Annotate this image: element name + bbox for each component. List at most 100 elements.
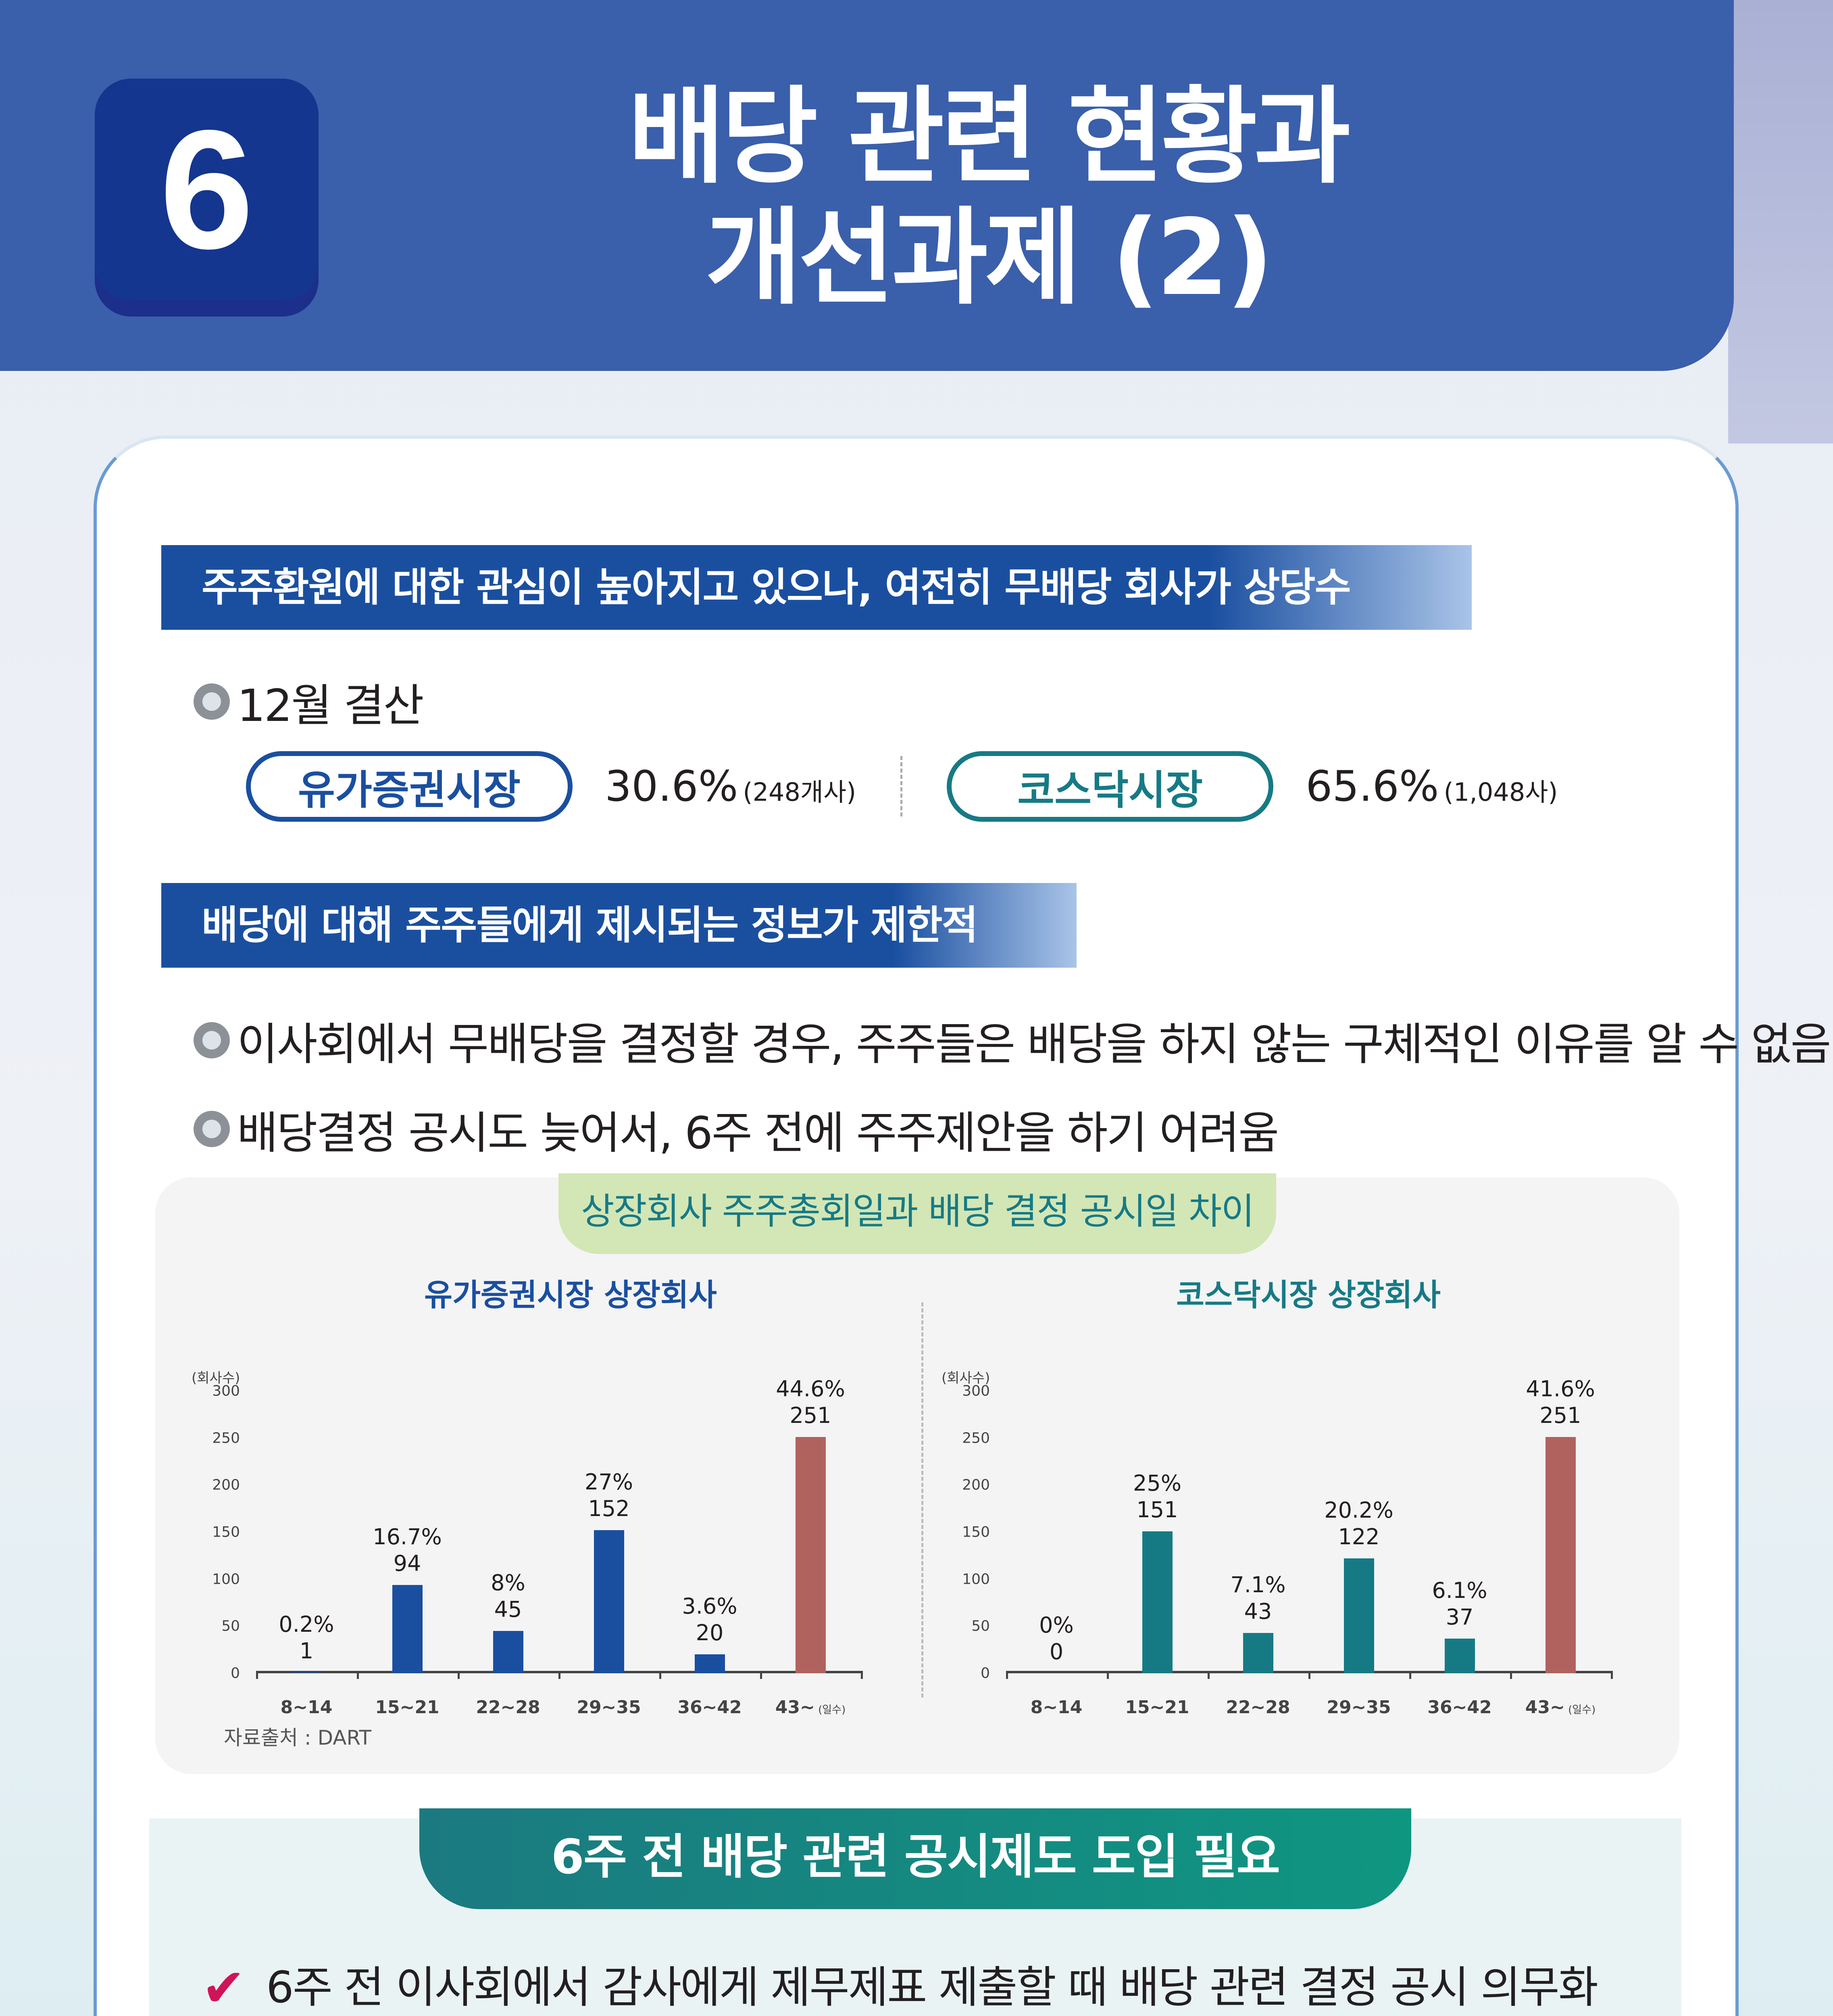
bar-percent: 8%	[491, 1570, 525, 1595]
bar-value-label: 27% 152	[556, 1469, 661, 1522]
x-tick-label: 36~42	[1427, 1697, 1492, 1718]
x-axis-tick	[1308, 1671, 1310, 1679]
x-axis-tick	[760, 1671, 762, 1679]
bar-count: 20	[696, 1620, 724, 1646]
x-axis-tick	[357, 1671, 359, 1679]
bar-value-label: 25% 151	[1105, 1470, 1210, 1523]
x-tick-label: 15~21	[375, 1697, 440, 1718]
chart-panel-title: 상장회사 주주총회일과 배당 결정 공시일 차이	[558, 1173, 1276, 1254]
bar-count: 151	[1136, 1497, 1178, 1522]
kospi-pct: 30.6%	[605, 762, 738, 811]
bar-value-label: 0.2% 1	[254, 1611, 359, 1664]
bullet-text: 12월 결산	[237, 680, 424, 731]
market-stat-kospi: 30.6% (248개사)	[605, 762, 856, 811]
y-tick-label: 200	[962, 1477, 990, 1493]
section-heading-shareholder-return: 주주환원에 대한 관심이 높아지고 있으나, 여전히 무배당 회사가 상당수	[161, 545, 1472, 630]
bullet-circle-icon	[194, 683, 230, 720]
bar	[1243, 1633, 1273, 1673]
chart-title: 코스닥시장 상장회사	[1176, 1277, 1441, 1313]
recommendation-item: ✔ 6주 전 이사회에서 감사에게 제무제표 제출할 때 배당 관련 결정 공시…	[202, 1958, 1653, 2016]
x-axis-tick	[1006, 1671, 1008, 1679]
x-tick-label: 43~ (일수)	[1525, 1697, 1596, 1718]
x-tick-label: 15~21	[1125, 1697, 1189, 1718]
page-header: 6 배당 관련 현황과 개선과제 (2)	[0, 0, 1734, 371]
x-tick-label: 29~35	[577, 1697, 641, 1718]
bar-count: 94	[393, 1550, 421, 1576]
bar-value-label: 7.1% 43	[1206, 1572, 1310, 1625]
bar-percent: 3.6%	[682, 1593, 737, 1619]
bar-count: 43	[1244, 1598, 1272, 1624]
bar-value-label: 41.6% 251	[1508, 1376, 1613, 1429]
y-tick-label: 100	[212, 1571, 240, 1588]
x-axis-tick	[1107, 1671, 1109, 1679]
bar	[1142, 1531, 1173, 1673]
bar-percent: 6.1%	[1432, 1577, 1487, 1603]
bar	[796, 1437, 826, 1673]
x-axis-tick	[458, 1671, 460, 1679]
title-line-1: 배당 관련 현황과	[628, 76, 1350, 198]
bar-value-label: 8% 45	[456, 1570, 560, 1623]
bar	[695, 1654, 725, 1673]
bar-count: 251	[1539, 1403, 1581, 1429]
chart-divider	[921, 1302, 923, 1697]
kospi-count: (248개사)	[743, 777, 856, 807]
bar	[493, 1631, 523, 1673]
bar-value-label: 6.1% 37	[1407, 1577, 1512, 1631]
bullet-circle-icon	[194, 1111, 230, 1147]
x-axis-unit: (일수)	[814, 1704, 846, 1716]
y-tick-label: 150	[962, 1524, 990, 1541]
bar-percent: 41.6%	[1526, 1376, 1595, 1402]
x-axis-tick	[659, 1671, 661, 1679]
bar-value-label: 0% 0	[1004, 1612, 1109, 1665]
y-tick-label: 250	[212, 1430, 240, 1447]
bar-percent: 25%	[1133, 1470, 1182, 1496]
title-line-2: 개선과제 (2)	[705, 197, 1274, 319]
x-axis-tick	[1409, 1671, 1411, 1679]
bar-percent: 16.7%	[373, 1524, 442, 1549]
x-tick-label: 22~28	[1226, 1697, 1290, 1718]
kosdaq-count: (1,048사)	[1443, 777, 1558, 807]
y-tick-label: 50	[971, 1618, 990, 1635]
chart-kosdaq: 코스닥시장 상장회사 (회사수) 0 50 100 150 200 250 300 0% 0 8~14…	[929, 1270, 1655, 1718]
bar-count: 251	[789, 1403, 831, 1429]
bar-percent: 0.2%	[279, 1611, 334, 1637]
bar-value-label: 44.6% 251	[758, 1376, 863, 1429]
check-icon: ✔	[202, 1957, 246, 2016]
y-tick-label: 150	[212, 1524, 240, 1541]
chart-kospi: 유가증권시장 상장회사 (회사수) 0 50 100 150 200 250 300 0.2% 1 8…	[179, 1270, 905, 1718]
chart-panel: 상장회사 주주총회일과 배당 결정 공시일 차이 유가증권시장 상장회사 (회사수…	[155, 1173, 1679, 1774]
market-stat-kosdaq: 65.6% (1,048사)	[1306, 762, 1558, 811]
bar-percent: 27%	[584, 1469, 633, 1495]
decorative-strip	[1728, 0, 1833, 444]
y-tick-label: 0	[231, 1665, 240, 1682]
market-pill-kosdaq: 코스닥시장	[947, 751, 1274, 822]
bar-percent: 0%	[1039, 1612, 1074, 1638]
page-title: 배당 관련 현황과 개선과제 (2)	[524, 77, 1452, 319]
bar	[392, 1585, 423, 1673]
x-axis-unit: (일수)	[1564, 1704, 1596, 1716]
recommendation-panel: 6주 전 배당 관련 공시제도 도입 필요 ✔ 6주 전 이사회에서 감사에게 …	[149, 1808, 1681, 2016]
bar-count: 45	[494, 1597, 522, 1622]
bar-count: 152	[588, 1496, 630, 1522]
y-tick-label: 50	[221, 1618, 240, 1635]
x-axis-tick	[1611, 1671, 1613, 1679]
y-tick-label: 300	[212, 1383, 240, 1400]
y-tick-label: 200	[212, 1477, 240, 1493]
bar	[1344, 1558, 1374, 1673]
x-tick-label: 36~42	[677, 1697, 742, 1718]
y-tick-label: 0	[981, 1665, 990, 1682]
x-tick-label: 8~14	[280, 1697, 333, 1718]
bullet-circle-icon	[194, 1022, 230, 1058]
x-axis-tick	[861, 1671, 863, 1679]
bar	[1445, 1638, 1475, 1673]
x-tick-label: 8~14	[1030, 1697, 1083, 1718]
y-tick-label: 100	[962, 1571, 990, 1588]
bar-percent: 20.2%	[1324, 1497, 1393, 1523]
bar-count: 0	[1049, 1639, 1064, 1664]
bullet-no-dividend-reason: 이사회에서 무배당을 결정할 경우, 주주들은 배당을 하지 않는 구체적인 이…	[194, 1008, 1831, 1073]
bar-count: 37	[1446, 1604, 1474, 1630]
bar-value-label: 3.6% 20	[657, 1593, 762, 1646]
kosdaq-pct: 65.6%	[1306, 762, 1439, 811]
x-axis-tick	[256, 1671, 258, 1679]
bar-value-label: 16.7% 94	[355, 1524, 460, 1577]
